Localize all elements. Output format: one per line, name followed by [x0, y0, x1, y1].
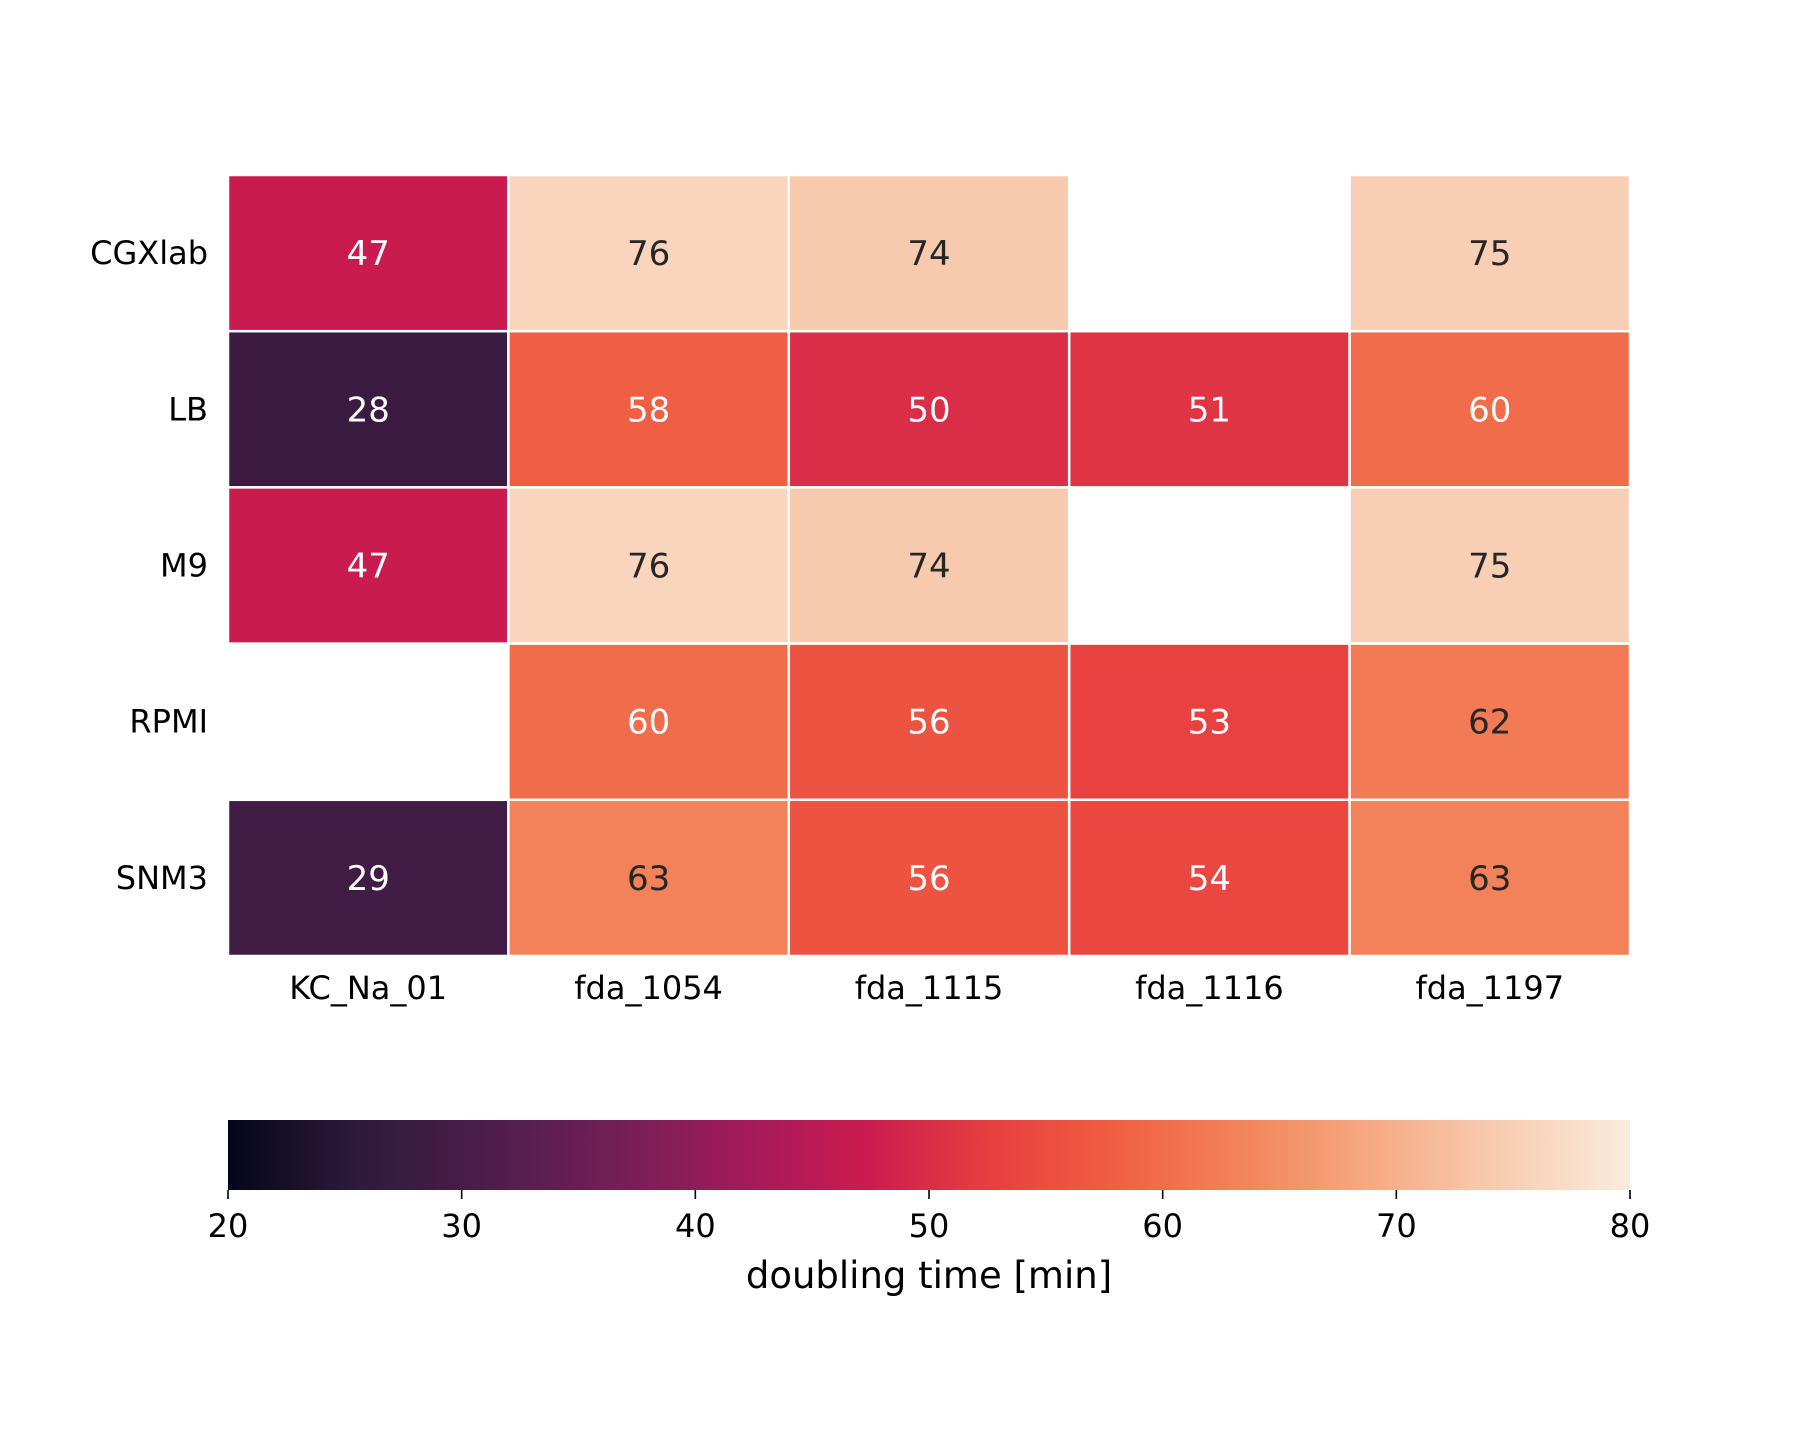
row-label: LB [168, 390, 208, 428]
heatmap-cell-CGXlab-fda_1054 [507, 173, 791, 333]
column-label: fda_1197 [1415, 969, 1564, 1007]
heatmap-cell-CGXlab-KC_Na_01 [226, 173, 510, 333]
colorbar-tick-label: 50 [909, 1207, 950, 1245]
cell-value-label: 29 [347, 859, 390, 899]
column-tick-labels: KC_Na_01 fda_1054 fda_1115 fda_1116 fda_1197 [289, 969, 1564, 1007]
heatmap-cell-SNM3-fda_1116 [1067, 798, 1351, 958]
colorbar-tick-label: 70 [1376, 1207, 1417, 1245]
heatmap-cell-RPMI-fda_1197 [1348, 642, 1632, 802]
heatmap-cell-RPMI-fda_1116 [1067, 642, 1351, 802]
heatmap-cell-CGXlab-fda_1115 [787, 173, 1071, 333]
heatmap-cell-SNM3-fda_1115 [787, 798, 1071, 958]
heatmap-cell-SNM3-fda_1197 [1348, 798, 1632, 958]
cell-value-label: 47 [347, 547, 390, 587]
row-tick-labels: CGXlab LB M9 RPMI SNM3 [90, 234, 208, 897]
cell-value-label: 74 [907, 234, 950, 274]
colorbar-tick-label: 30 [441, 1207, 482, 1245]
column-label: fda_1116 [1135, 969, 1284, 1007]
colorbar-tick-label: 40 [675, 1207, 716, 1245]
column-label: fda_1115 [855, 969, 1004, 1007]
heatmap-cell-SNM3-fda_1054 [507, 798, 791, 958]
cell-value-label: 56 [907, 703, 950, 743]
cell-value-label: 74 [907, 547, 950, 587]
colorbar-tick-label: 20 [208, 1207, 249, 1245]
cell-value-label: 56 [907, 859, 950, 899]
cell-value-label: 51 [1188, 390, 1231, 430]
cell-value-label: 47 [347, 234, 390, 274]
cell-value-label: 54 [1188, 859, 1231, 899]
heatmap-cell-LB-KC_Na_01 [226, 329, 510, 489]
heatmap-cell-LB-fda_1116 [1067, 329, 1351, 489]
cell-value-label: 62 [1468, 703, 1511, 743]
cell-value-label: 60 [1468, 390, 1511, 430]
cell-value-label: 60 [627, 703, 670, 743]
heatmap-cell-CGXlab-fda_1197 [1348, 173, 1632, 333]
column-label: fda_1054 [574, 969, 723, 1007]
cell-value-label: 53 [1188, 703, 1231, 743]
row-label: RPMI [129, 703, 208, 741]
heatmap-cell-M9-KC_Na_01 [226, 486, 510, 645]
cell-value-label: 76 [627, 234, 670, 274]
heatmap-cell-labels: 47 76 74 75 28 58 50 51 60 47 76 74 75 60 56 53 62 29 63 56… [347, 234, 1512, 899]
colorbar-gradient-bar [228, 1120, 1630, 1190]
heatmap-cells [226, 173, 1632, 958]
heatmap-cell-M9-fda_1197 [1348, 486, 1632, 645]
heatmap-cell-M9-fda_1115 [787, 486, 1071, 645]
heatmap-cell-LB-fda_1054 [507, 329, 791, 489]
heatmap-cell-RPMI-fda_1054 [507, 642, 791, 802]
cell-value-label: 58 [627, 390, 670, 430]
row-label: M9 [160, 547, 208, 585]
cell-value-label: 63 [1468, 859, 1511, 899]
cell-value-label: 50 [907, 390, 950, 430]
column-label: KC_Na_01 [289, 969, 447, 1007]
cell-value-label: 63 [627, 859, 670, 899]
row-label: CGXlab [90, 234, 208, 272]
colorbar-ticks: 20 30 40 50 60 70 80 [208, 1190, 1651, 1245]
cell-value-label: 28 [347, 390, 390, 430]
colorbar-tick-label: 80 [1610, 1207, 1651, 1245]
colorbar-label: doubling time [min] [746, 1254, 1112, 1297]
heatmap-cell-SNM3-KC_Na_01 [226, 798, 510, 958]
cell-value-label: 75 [1468, 234, 1511, 274]
colorbar: 20 30 40 50 60 70 80 doubling time [min] [208, 1120, 1651, 1297]
cell-value-label: 76 [627, 547, 670, 587]
row-label: SNM3 [116, 859, 208, 897]
colorbar-tick-label: 60 [1142, 1207, 1183, 1245]
cell-value-label: 75 [1468, 547, 1511, 587]
